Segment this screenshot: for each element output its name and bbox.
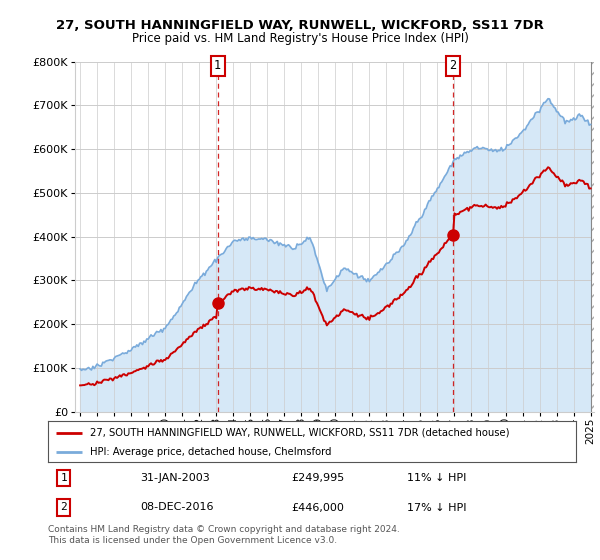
Text: 31-JAN-2003: 31-JAN-2003: [140, 473, 210, 483]
Text: 2: 2: [61, 502, 67, 512]
Text: HPI: Average price, detached house, Chelmsford: HPI: Average price, detached house, Chel…: [90, 447, 332, 457]
Text: 17% ↓ HPI: 17% ↓ HPI: [407, 502, 467, 512]
Text: 11% ↓ HPI: 11% ↓ HPI: [407, 473, 466, 483]
Text: Price paid vs. HM Land Registry's House Price Index (HPI): Price paid vs. HM Land Registry's House …: [131, 31, 469, 45]
Text: 1: 1: [61, 473, 67, 483]
Text: 2: 2: [449, 59, 457, 72]
Text: £249,995: £249,995: [291, 473, 344, 483]
Text: 27, SOUTH HANNINGFIELD WAY, RUNWELL, WICKFORD, SS11 7DR (detached house): 27, SOUTH HANNINGFIELD WAY, RUNWELL, WIC…: [90, 428, 510, 437]
Text: 1: 1: [214, 59, 221, 72]
Text: 27, SOUTH HANNINGFIELD WAY, RUNWELL, WICKFORD, SS11 7DR: 27, SOUTH HANNINGFIELD WAY, RUNWELL, WIC…: [56, 18, 544, 32]
Text: £446,000: £446,000: [291, 502, 344, 512]
Text: Contains HM Land Registry data © Crown copyright and database right 2024.
This d: Contains HM Land Registry data © Crown c…: [48, 525, 400, 545]
Text: 08-DEC-2016: 08-DEC-2016: [140, 502, 214, 512]
